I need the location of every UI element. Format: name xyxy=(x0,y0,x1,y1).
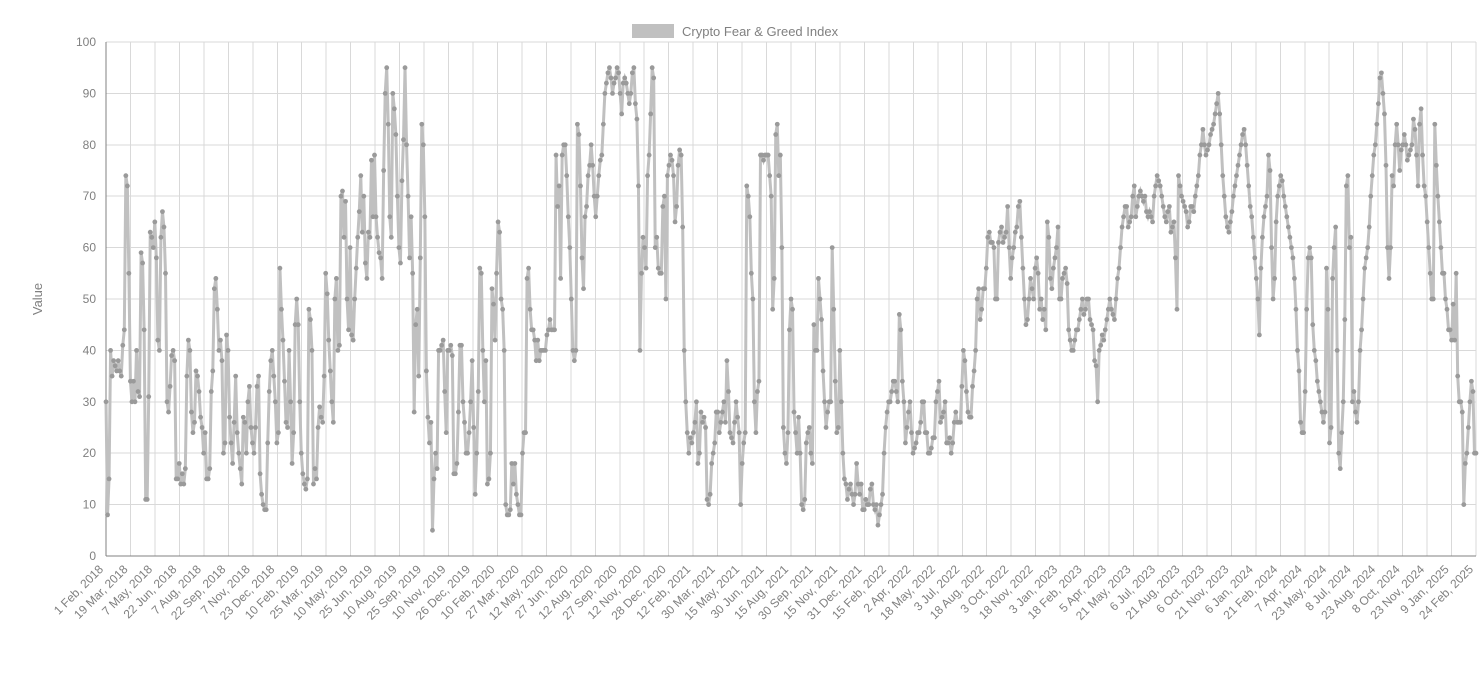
legend-label: Crypto Fear & Greed Index xyxy=(682,24,839,39)
chart-svg: 01020304050607080901001 Feb, 201819 Mar,… xyxy=(0,0,1482,685)
y-tick-label: 10 xyxy=(83,498,97,512)
y-tick-label: 50 xyxy=(83,292,97,306)
y-tick-label: 100 xyxy=(76,35,96,49)
y-tick-label: 30 xyxy=(83,395,97,409)
fear-greed-chart: 01020304050607080901001 Feb, 201819 Mar,… xyxy=(0,0,1482,685)
legend-swatch xyxy=(632,24,674,38)
y-tick-label: 60 xyxy=(83,241,97,255)
y-tick-label: 0 xyxy=(89,549,96,563)
y-axis-label: Value xyxy=(30,283,45,315)
y-tick-label: 90 xyxy=(83,86,97,100)
y-tick-label: 20 xyxy=(83,446,97,460)
y-tick-label: 40 xyxy=(83,343,97,357)
y-tick-label: 80 xyxy=(83,138,97,152)
y-tick-label: 70 xyxy=(83,189,97,203)
